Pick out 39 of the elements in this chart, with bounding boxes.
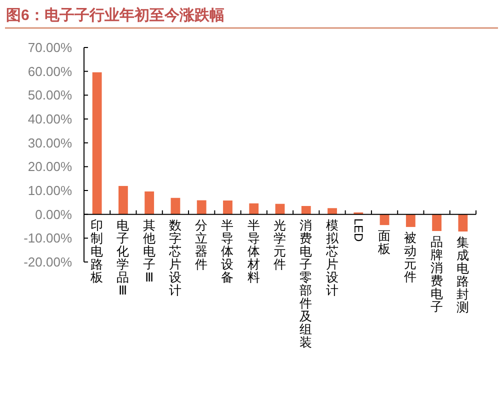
bar [144, 191, 154, 214]
y-tick-label: 10.00% [28, 183, 72, 198]
y-tick-label: 70.00% [28, 40, 72, 55]
bar [170, 198, 180, 214]
y-tick-label: 20.00% [28, 159, 72, 174]
bar [406, 214, 416, 227]
y-tick-label: 0.00% [35, 206, 72, 222]
x-tick-label: 半导体设备 [221, 218, 234, 284]
y-tick-label: 60.00% [28, 64, 72, 79]
y-tick-label: -10.00% [24, 230, 72, 246]
chart-title: 图6：电子子行业年初至今涨跌幅 [6, 6, 224, 24]
bar [118, 186, 128, 214]
bar [432, 214, 442, 232]
y-tick-label: 50.00% [28, 88, 72, 103]
x-tick-label: 集成电路封测 [456, 235, 470, 314]
x-tick-label: 数字芯片设计 [168, 218, 182, 298]
x-tick-label: 分立器件 [195, 218, 208, 272]
bar [196, 200, 206, 214]
y-tick-label: 40.00% [28, 112, 72, 126]
y-tick-label: 30.00% [28, 135, 72, 150]
x-tick-label: 被动元件 [404, 230, 418, 284]
category-label: 消费电子零部件及组装 [300, 218, 313, 350]
x-tick-label: 面板 [377, 229, 392, 256]
bar [249, 203, 259, 214]
bar [458, 214, 468, 232]
bar [328, 208, 337, 214]
x-tick-label: 光学元件 [274, 218, 286, 272]
x-tick-label: 其他电子Ⅲ [142, 218, 156, 284]
bar [223, 200, 232, 214]
bar [275, 204, 285, 214]
x-tick-label: LED [351, 218, 366, 242]
x-tick-label: 印制电路板 [90, 218, 104, 284]
bar [92, 72, 102, 214]
y-tick-label: -20.00% [24, 254, 72, 270]
x-tick-label: 模拟芯片设计 [324, 218, 340, 298]
x-tick-label: 半导体材料 [246, 218, 260, 284]
x-tick-label: 电子化学品Ⅲ [116, 218, 130, 298]
x-tick-label: 品牌消费电子 [430, 235, 444, 314]
bar [301, 206, 311, 214]
